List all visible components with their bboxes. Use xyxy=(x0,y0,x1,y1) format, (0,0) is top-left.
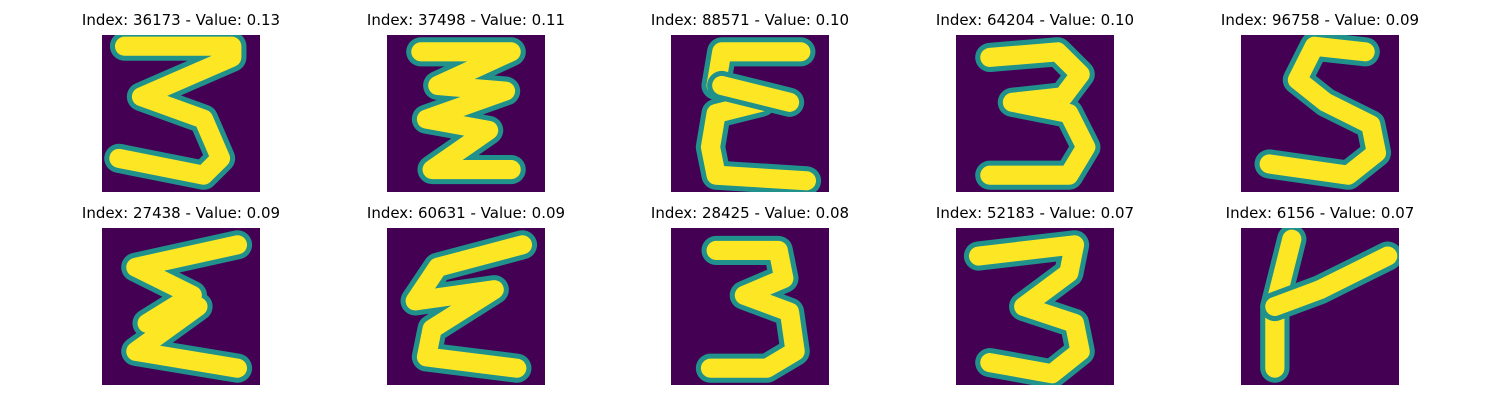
panel-10: Index: 6156 - Value: 0.07 xyxy=(1220,203,1420,393)
panel-7: Index: 60631 - Value: 0.09 xyxy=(366,203,566,393)
panel-8: Index: 28425 - Value: 0.08 xyxy=(650,203,850,393)
digit-image xyxy=(387,35,545,192)
digit-image xyxy=(1241,228,1399,385)
panel-5: Index: 96758 - Value: 0.09 xyxy=(1220,10,1420,200)
panel-title: Index: 88571 - Value: 0.10 xyxy=(650,11,850,29)
digit-image xyxy=(956,35,1114,192)
digit-image xyxy=(671,35,829,192)
digit-image xyxy=(387,228,545,385)
digit-image xyxy=(1241,35,1399,192)
panel-3: Index: 88571 - Value: 0.10 xyxy=(650,10,850,200)
panel-9: Index: 52183 - Value: 0.07 xyxy=(935,203,1135,393)
panel-title: Index: 60631 - Value: 0.09 xyxy=(366,204,566,222)
digit-image xyxy=(956,228,1114,385)
panel-1: Index: 36173 - Value: 0.13 xyxy=(81,10,281,200)
panel-6: Index: 27438 - Value: 0.09 xyxy=(81,203,281,393)
panel-2: Index: 37498 - Value: 0.11 xyxy=(366,10,566,200)
panel-4: Index: 64204 - Value: 0.10 xyxy=(935,10,1135,200)
panel-title: Index: 36173 - Value: 0.13 xyxy=(81,11,281,29)
panel-title: Index: 6156 - Value: 0.07 xyxy=(1225,204,1415,222)
digit-image xyxy=(102,228,260,385)
panel-title: Index: 96758 - Value: 0.09 xyxy=(1220,11,1420,29)
digit-image xyxy=(102,35,260,192)
panel-title: Index: 37498 - Value: 0.11 xyxy=(366,11,566,29)
panel-title: Index: 64204 - Value: 0.10 xyxy=(935,11,1135,29)
digit-image xyxy=(671,228,829,385)
panel-title: Index: 27438 - Value: 0.09 xyxy=(81,204,281,222)
panel-title: Index: 52183 - Value: 0.07 xyxy=(935,204,1135,222)
panel-title: Index: 28425 - Value: 0.08 xyxy=(650,204,850,222)
